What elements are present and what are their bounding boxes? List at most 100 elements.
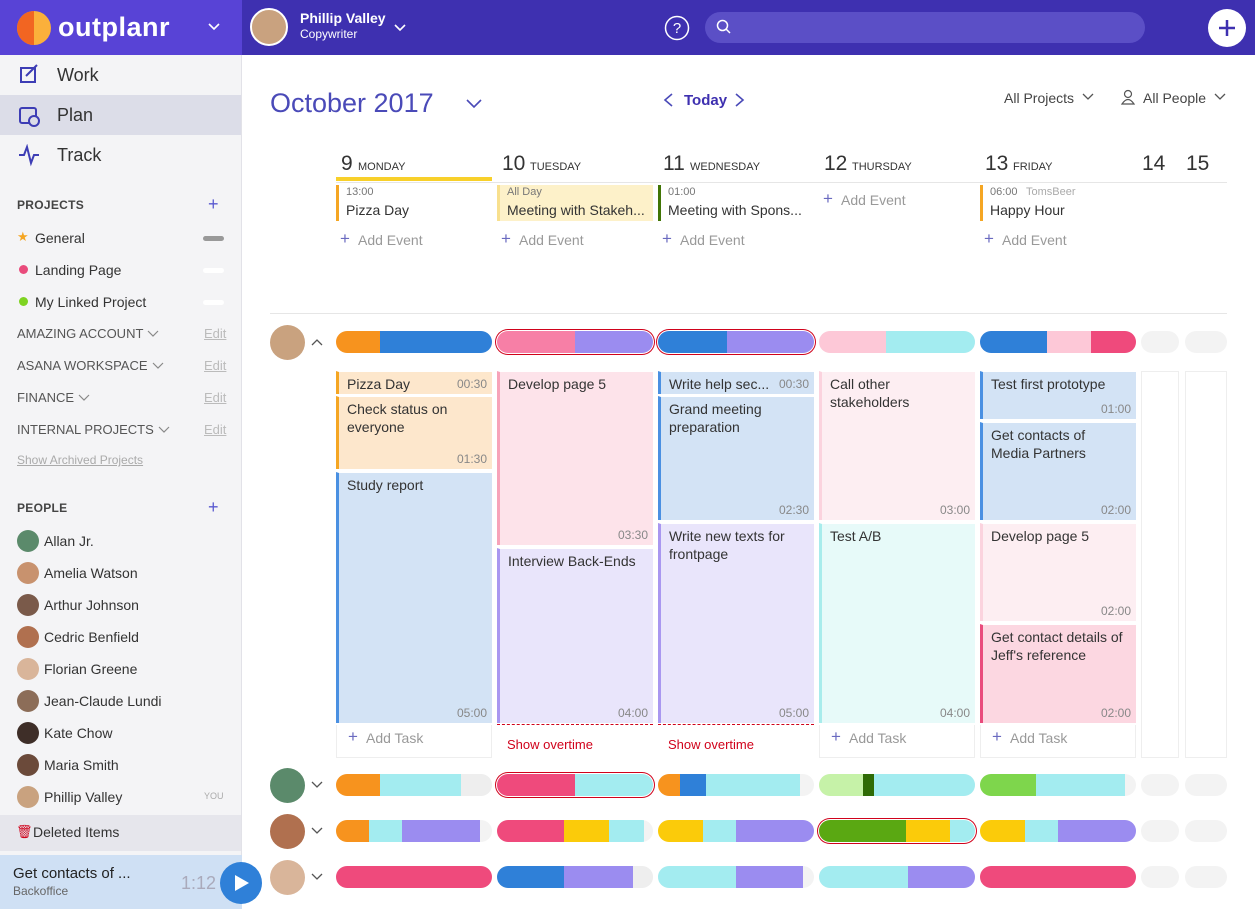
add-icon: + — [831, 727, 841, 746]
nav-item[interactable]: Work — [57, 65, 99, 85]
user-role: Copywriter — [300, 27, 358, 41]
person-name[interactable]: Cedric Benfield — [44, 629, 139, 645]
project-name[interactable]: General — [35, 230, 85, 246]
person-name[interactable]: Kate Chow — [44, 725, 113, 741]
capacity-segment — [1036, 774, 1126, 796]
capacity-bar — [819, 774, 975, 796]
timer-time: 1:12 — [181, 873, 217, 893]
avatar — [17, 786, 39, 808]
person-name[interactable]: Amelia Watson — [44, 565, 138, 581]
event-meta: TomsBeer — [1026, 186, 1076, 198]
you-label: YOU — [204, 791, 224, 801]
task[interactable]: Test first prototype 01:00 — [980, 371, 1136, 419]
show-archived[interactable]: Show Archived Projects — [17, 453, 144, 467]
capacity-segment — [980, 820, 1026, 842]
person-name[interactable]: Arthur Johnson — [44, 597, 139, 613]
task-title: Get contact details of Jeff's reference — [991, 629, 1123, 663]
event[interactable] — [336, 185, 492, 221]
capacity-segment — [706, 774, 800, 796]
capacity-bar — [1141, 866, 1179, 888]
task[interactable]: Get contact details of Jeff's reference 0… — [980, 624, 1136, 723]
capacity-segment — [1058, 820, 1136, 842]
people-icon — [1120, 89, 1136, 105]
event-title: Meeting with Spons... — [668, 202, 802, 218]
edit-link[interactable]: Edit — [204, 390, 227, 405]
capacity-segment — [564, 866, 633, 888]
nav-item[interactable]: Plan — [57, 105, 94, 125]
day-name: WEDNESDAY — [690, 161, 761, 173]
project-name[interactable]: Landing Page — [35, 262, 122, 278]
task[interactable]: Pizza Day 00:30 — [336, 371, 492, 394]
search[interactable] — [705, 12, 1145, 43]
task[interactable]: Get contacts of Media Partners 02:00 — [980, 422, 1136, 520]
task[interactable]: Write help sec... 00:30 — [658, 371, 814, 394]
task[interactable]: Grand meeting preparation 02:30 — [658, 396, 814, 520]
add-event[interactable]: Add Event — [680, 232, 745, 248]
project-group[interactable]: INTERNAL PROJECTS — [17, 422, 154, 437]
show-overtime[interactable]: Show overtime — [668, 737, 754, 752]
add-event[interactable]: Add Event — [1002, 232, 1067, 248]
edit-link[interactable]: Edit — [204, 358, 227, 373]
add-event[interactable]: Add Event — [841, 192, 906, 208]
logo: outplanr — [58, 12, 170, 42]
capacity-segment — [658, 866, 736, 888]
person-name[interactable]: Phillip Valley — [44, 789, 123, 805]
task[interactable]: Interview Back-Ends 04:00 — [497, 548, 653, 723]
add-event[interactable]: Add Event — [519, 232, 584, 248]
add-task-box — [980, 725, 1136, 758]
task[interactable]: Study report 05:00 — [336, 472, 492, 723]
project-group[interactable]: FINANCE — [17, 390, 75, 405]
filter[interactable]: All Projects — [1004, 90, 1075, 106]
add-person[interactable]: + — [208, 497, 219, 517]
capacity-segment — [658, 820, 704, 842]
add-task[interactable]: Add Task — [1010, 730, 1068, 746]
chevron — [147, 330, 159, 337]
person-name[interactable]: Maria Smith — [44, 757, 119, 773]
event[interactable] — [658, 185, 814, 221]
capacity-segment — [736, 866, 804, 888]
capacity-segment — [497, 820, 565, 842]
event[interactable] — [497, 185, 653, 221]
nav-icon — [19, 107, 40, 127]
task-title: Interview Back-Ends — [508, 553, 636, 569]
project-group[interactable]: ASANA WORKSPACE — [17, 358, 148, 373]
nav-item[interactable]: Track — [57, 145, 102, 165]
add-task[interactable]: Add Task — [849, 730, 907, 746]
person-name[interactable]: Allan Jr. — [44, 533, 94, 549]
capacity-bar — [497, 820, 653, 842]
add-task[interactable]: Add Task — [366, 730, 424, 746]
task[interactable]: Call other stakeholders 03:00 — [819, 371, 975, 520]
task[interactable]: Test A/B 04:00 — [819, 523, 975, 723]
plus — [1219, 20, 1235, 36]
show-overtime[interactable]: Show overtime — [507, 737, 593, 752]
event[interactable] — [980, 185, 1136, 221]
project-group[interactable]: AMAZING ACCOUNT — [17, 326, 144, 341]
task[interactable]: Develop page 5 03:30 — [497, 371, 653, 545]
deleted-items[interactable]: Deleted Items — [33, 824, 120, 840]
task[interactable]: Develop page 5 02:00 — [980, 523, 1136, 621]
person-name[interactable]: Florian Greene — [44, 661, 138, 677]
task-title: Pizza Day — [347, 376, 411, 392]
edit-link[interactable]: Edit — [204, 326, 227, 341]
capacity-segment — [726, 331, 814, 353]
filter[interactable]: All People — [1143, 90, 1207, 106]
capacity-segment — [679, 774, 707, 796]
add-project[interactable]: + — [208, 194, 219, 214]
capacity-bar — [497, 866, 653, 888]
capacity-segment — [379, 774, 461, 796]
capacity-segment — [336, 820, 369, 842]
edit-link[interactable]: Edit — [204, 422, 227, 437]
task[interactable]: Check status on everyone 01:30 — [336, 396, 492, 469]
project-name[interactable]: My Linked Project — [35, 294, 147, 310]
today[interactable]: Today — [684, 92, 728, 109]
person-avatar — [270, 768, 305, 803]
task[interactable]: Write new texts for frontpage 05:00 — [658, 523, 814, 723]
capacity-segment — [401, 820, 480, 842]
capacity-segment — [336, 866, 492, 888]
task-duration: 02:30 — [778, 503, 809, 517]
month: October 2017 — [270, 88, 434, 118]
capacity-segment — [1047, 331, 1091, 353]
person-name[interactable]: Jean-Claude Lundi — [44, 693, 162, 709]
add-event[interactable]: Add Event — [358, 232, 423, 248]
